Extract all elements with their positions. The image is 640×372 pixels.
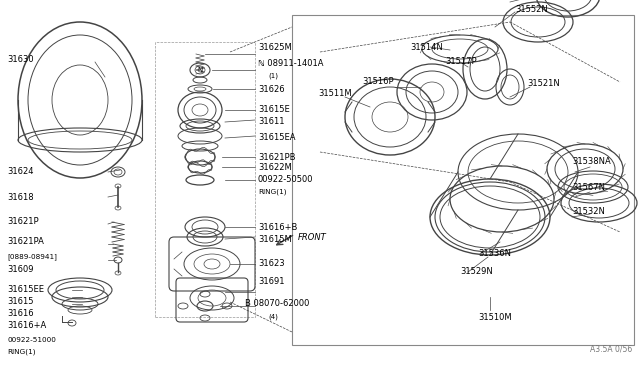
Text: 31621PB: 31621PB [258,153,296,161]
Text: 31567N: 31567N [572,183,605,192]
Text: 31611: 31611 [258,118,285,126]
Text: 31616+A: 31616+A [7,321,46,330]
Text: FRONT: FRONT [298,232,327,241]
Text: N: N [197,67,203,73]
Text: 31514N: 31514N [410,42,443,51]
Text: (4): (4) [268,314,278,320]
Text: 31615M: 31615M [258,234,292,244]
Text: 31538NA: 31538NA [572,157,611,167]
Text: 31529N: 31529N [460,267,493,276]
Text: RING(1): RING(1) [258,189,287,195]
Text: 00922-50500: 00922-50500 [258,176,314,185]
Text: 31538N: 31538N [535,0,568,1]
Text: 31622M: 31622M [258,164,292,173]
Text: 31521N: 31521N [527,80,560,89]
Text: 31511M: 31511M [318,90,351,99]
Text: 31630: 31630 [7,55,34,64]
Text: B 08070-62000: B 08070-62000 [245,299,309,308]
Text: 31621P: 31621P [7,218,38,227]
Bar [155,42,255,317]
Text: 31691: 31691 [258,278,285,286]
Text: A3.5A 0/56: A3.5A 0/56 [589,345,632,354]
Text: ℕ 08911-1401A: ℕ 08911-1401A [258,60,323,68]
Text: 31625M: 31625M [258,42,292,51]
Text: 31624: 31624 [7,167,33,176]
Text: 31618: 31618 [7,192,34,202]
Text: RING(1): RING(1) [7,349,35,355]
Text: 31517P: 31517P [445,58,477,67]
Text: 31621PA: 31621PA [7,237,44,247]
Text: [0889-08941]: [0889-08941] [7,254,57,260]
Text: 31623: 31623 [258,260,285,269]
Text: 00922-51000: 00922-51000 [7,337,56,343]
Text: 31532N: 31532N [572,208,605,217]
Text: 31516P: 31516P [362,77,394,87]
Text: 31616: 31616 [7,310,34,318]
Text: 31626: 31626 [258,84,285,93]
Text: 31616+B: 31616+B [258,222,298,231]
Text: 31552N: 31552N [515,6,548,15]
Text: 31536N: 31536N [478,250,511,259]
Text: 31510M: 31510M [478,312,511,321]
Text: 31615: 31615 [7,298,33,307]
Text: 31615EA: 31615EA [258,132,296,141]
Text: (1): (1) [268,73,278,79]
Text: 31615EE: 31615EE [7,285,44,295]
Text: 31615E: 31615E [258,106,290,115]
Text: 31609: 31609 [7,266,33,275]
Bar [292,15,634,345]
